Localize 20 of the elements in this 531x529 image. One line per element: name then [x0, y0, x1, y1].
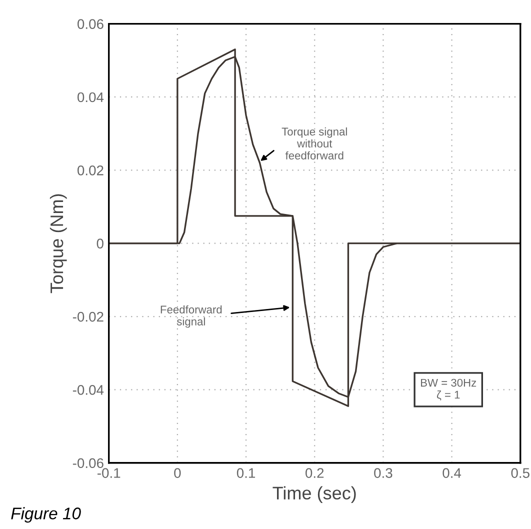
x-tick-label: 0: [174, 468, 181, 478]
x-tick-label: 0.5: [511, 468, 530, 478]
x-tick-label: 0.3: [374, 468, 392, 478]
caption: Figure 10: [11, 507, 81, 523]
y-tick-label: -0.06: [72, 458, 104, 468]
y-tick-label: 0.04: [78, 92, 104, 102]
x-axis-title: Time (sec): [272, 486, 356, 504]
x-tick-label: -0.1: [98, 468, 120, 478]
annotation: BW = 30Hz ζ = 1: [421, 378, 476, 400]
y-tick-label: -0.02: [72, 312, 104, 322]
x-tick-label: 0.1: [236, 468, 256, 478]
y-tick-label: 0.02: [78, 165, 104, 176]
x-tick-label: 0.2: [306, 468, 324, 478]
y-tick-label: -0.04: [72, 385, 104, 395]
annotation: Feedforward signal: [160, 305, 222, 328]
y-axis-title: Torque (Nm): [50, 194, 67, 294]
y-tick-label: 0: [96, 238, 104, 249]
annotation: Torque signal without feedforward: [282, 127, 347, 160]
x-tick-label: 0.4: [442, 468, 462, 478]
y-tick-label: 0.06: [78, 19, 104, 29]
